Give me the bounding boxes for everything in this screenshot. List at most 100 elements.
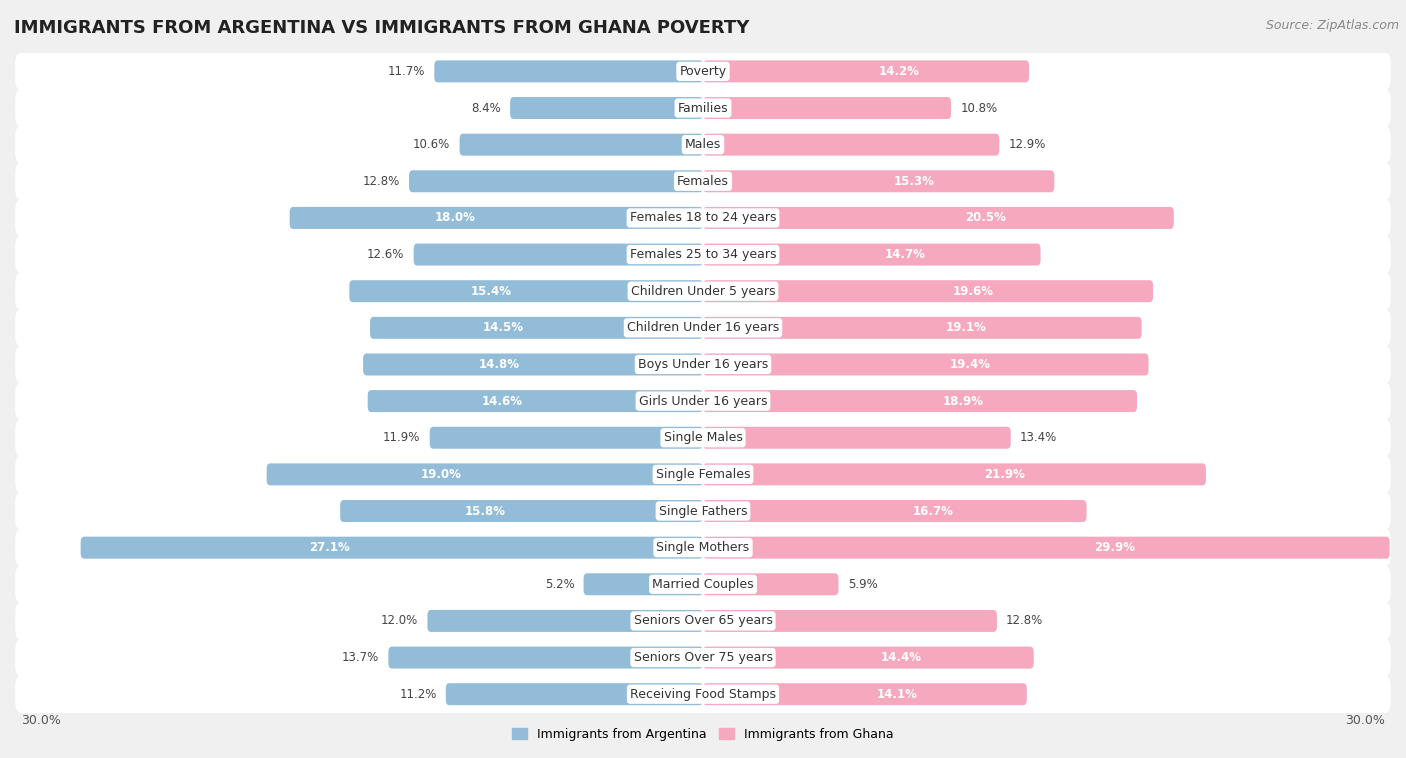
FancyBboxPatch shape — [703, 573, 838, 595]
FancyBboxPatch shape — [703, 207, 1174, 229]
Text: 14.8%: 14.8% — [478, 358, 520, 371]
Text: 12.8%: 12.8% — [363, 175, 399, 188]
Text: Children Under 16 years: Children Under 16 years — [627, 321, 779, 334]
FancyBboxPatch shape — [15, 528, 1391, 567]
FancyBboxPatch shape — [15, 565, 1391, 603]
Text: 19.4%: 19.4% — [950, 358, 991, 371]
Text: IMMIGRANTS FROM ARGENTINA VS IMMIGRANTS FROM GHANA POVERTY: IMMIGRANTS FROM ARGENTINA VS IMMIGRANTS … — [14, 19, 749, 37]
Text: 15.3%: 15.3% — [893, 175, 934, 188]
Text: Females: Females — [678, 175, 728, 188]
Text: 10.6%: 10.6% — [413, 138, 450, 151]
Text: Receiving Food Stamps: Receiving Food Stamps — [630, 688, 776, 700]
Text: Males: Males — [685, 138, 721, 151]
FancyBboxPatch shape — [340, 500, 703, 522]
FancyBboxPatch shape — [370, 317, 703, 339]
FancyBboxPatch shape — [703, 317, 1142, 339]
FancyBboxPatch shape — [349, 280, 703, 302]
FancyBboxPatch shape — [703, 171, 1054, 193]
FancyBboxPatch shape — [703, 280, 1153, 302]
Text: Source: ZipAtlas.com: Source: ZipAtlas.com — [1265, 19, 1399, 32]
FancyBboxPatch shape — [388, 647, 703, 669]
Text: 30.0%: 30.0% — [1346, 714, 1385, 727]
FancyBboxPatch shape — [703, 427, 1011, 449]
FancyBboxPatch shape — [703, 353, 1149, 375]
FancyBboxPatch shape — [446, 683, 703, 705]
Text: 19.1%: 19.1% — [946, 321, 987, 334]
Text: 12.8%: 12.8% — [1007, 615, 1043, 628]
Text: 11.9%: 11.9% — [384, 431, 420, 444]
Text: 13.4%: 13.4% — [1019, 431, 1057, 444]
FancyBboxPatch shape — [368, 390, 703, 412]
FancyBboxPatch shape — [703, 97, 950, 119]
FancyBboxPatch shape — [510, 97, 703, 119]
FancyBboxPatch shape — [15, 52, 1391, 90]
FancyBboxPatch shape — [703, 647, 1033, 669]
FancyBboxPatch shape — [80, 537, 703, 559]
FancyBboxPatch shape — [427, 610, 703, 632]
Text: Females 18 to 24 years: Females 18 to 24 years — [630, 211, 776, 224]
FancyBboxPatch shape — [267, 463, 703, 485]
Text: 21.9%: 21.9% — [984, 468, 1025, 481]
FancyBboxPatch shape — [409, 171, 703, 193]
FancyBboxPatch shape — [15, 418, 1391, 457]
Text: 14.2%: 14.2% — [879, 65, 920, 78]
Text: Single Fathers: Single Fathers — [659, 505, 747, 518]
FancyBboxPatch shape — [15, 272, 1391, 310]
FancyBboxPatch shape — [15, 675, 1391, 713]
FancyBboxPatch shape — [15, 89, 1391, 127]
Text: 19.0%: 19.0% — [420, 468, 461, 481]
FancyBboxPatch shape — [703, 610, 997, 632]
FancyBboxPatch shape — [703, 463, 1206, 485]
Text: Boys Under 16 years: Boys Under 16 years — [638, 358, 768, 371]
Text: Children Under 5 years: Children Under 5 years — [631, 285, 775, 298]
FancyBboxPatch shape — [434, 61, 703, 83]
Text: 18.9%: 18.9% — [943, 395, 984, 408]
FancyBboxPatch shape — [430, 427, 703, 449]
FancyBboxPatch shape — [15, 199, 1391, 237]
Text: 12.6%: 12.6% — [367, 248, 405, 261]
Text: Seniors Over 65 years: Seniors Over 65 years — [634, 615, 772, 628]
FancyBboxPatch shape — [15, 638, 1391, 677]
Text: 29.9%: 29.9% — [1094, 541, 1136, 554]
Text: 11.7%: 11.7% — [388, 65, 425, 78]
FancyBboxPatch shape — [703, 390, 1137, 412]
Text: Single Males: Single Males — [664, 431, 742, 444]
Text: 14.1%: 14.1% — [877, 688, 918, 700]
FancyBboxPatch shape — [703, 243, 1040, 265]
Text: 14.7%: 14.7% — [886, 248, 927, 261]
FancyBboxPatch shape — [15, 236, 1391, 274]
FancyBboxPatch shape — [583, 573, 703, 595]
Text: 10.8%: 10.8% — [960, 102, 997, 114]
Text: 8.4%: 8.4% — [471, 102, 501, 114]
Text: Families: Families — [678, 102, 728, 114]
Text: 12.9%: 12.9% — [1008, 138, 1046, 151]
FancyBboxPatch shape — [363, 353, 703, 375]
Text: 16.7%: 16.7% — [912, 505, 953, 518]
FancyBboxPatch shape — [703, 500, 1087, 522]
FancyBboxPatch shape — [15, 309, 1391, 347]
Text: Single Mothers: Single Mothers — [657, 541, 749, 554]
Text: Single Females: Single Females — [655, 468, 751, 481]
Text: 30.0%: 30.0% — [21, 714, 60, 727]
FancyBboxPatch shape — [15, 456, 1391, 493]
Text: 20.5%: 20.5% — [965, 211, 1005, 224]
FancyBboxPatch shape — [15, 162, 1391, 200]
Text: Females 25 to 34 years: Females 25 to 34 years — [630, 248, 776, 261]
Text: 12.0%: 12.0% — [381, 615, 418, 628]
Text: Girls Under 16 years: Girls Under 16 years — [638, 395, 768, 408]
FancyBboxPatch shape — [15, 602, 1391, 640]
FancyBboxPatch shape — [15, 346, 1391, 384]
FancyBboxPatch shape — [15, 126, 1391, 164]
Text: 14.6%: 14.6% — [481, 395, 523, 408]
FancyBboxPatch shape — [290, 207, 703, 229]
Text: 27.1%: 27.1% — [309, 541, 350, 554]
Text: 14.4%: 14.4% — [882, 651, 922, 664]
Text: 19.6%: 19.6% — [952, 285, 994, 298]
FancyBboxPatch shape — [413, 243, 703, 265]
Text: 11.2%: 11.2% — [399, 688, 437, 700]
Text: 15.8%: 15.8% — [465, 505, 506, 518]
FancyBboxPatch shape — [15, 492, 1391, 530]
FancyBboxPatch shape — [703, 537, 1389, 559]
Text: Married Couples: Married Couples — [652, 578, 754, 590]
FancyBboxPatch shape — [703, 61, 1029, 83]
